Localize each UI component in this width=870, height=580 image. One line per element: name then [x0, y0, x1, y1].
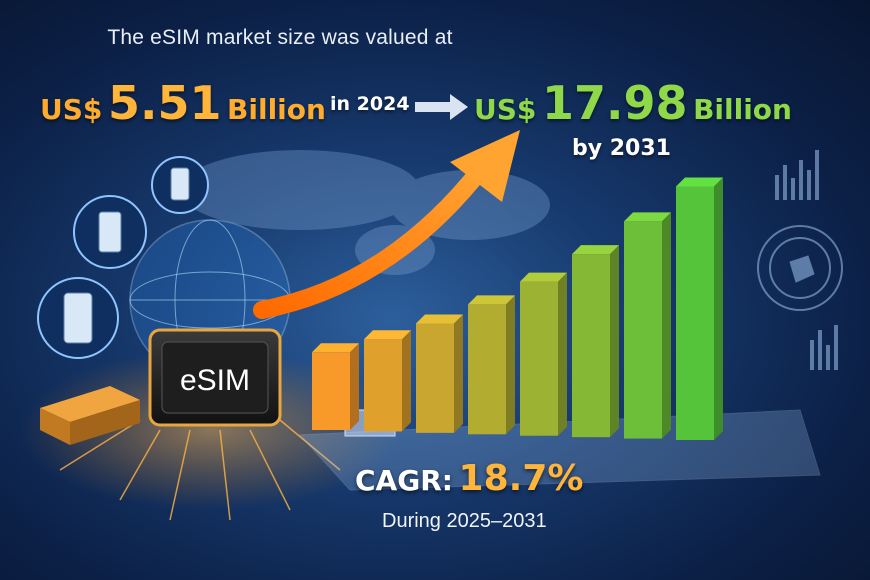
bar-2030	[624, 212, 671, 439]
smartphone-icon	[151, 156, 209, 214]
esim-chip-icon: eSIM	[148, 328, 282, 427]
currency-2031: US$	[474, 93, 537, 126]
bar-front	[364, 339, 402, 432]
bar-side	[402, 330, 411, 432]
bar-top	[624, 212, 671, 222]
bar-2031	[676, 177, 723, 440]
unit-2024: Billion	[227, 93, 326, 126]
bar-front	[312, 352, 350, 430]
bar-top	[312, 343, 359, 353]
bar-front	[520, 281, 558, 436]
bars-group	[312, 177, 723, 440]
bar-side	[610, 245, 619, 438]
esim-chip-label: eSIM	[180, 364, 250, 397]
value-2031: US$ 17.98 Billion	[474, 76, 792, 130]
number-2024: 5.51	[107, 76, 222, 130]
target-icon	[757, 225, 843, 311]
bar-front	[676, 186, 714, 440]
bar-2026	[416, 314, 463, 433]
bar-top	[416, 314, 463, 324]
bar-2027	[468, 295, 515, 435]
arrow-right-icon	[415, 94, 468, 120]
bar-top	[364, 330, 411, 340]
year-2024-text: in 2024	[330, 93, 410, 115]
smartphone-icon	[73, 195, 147, 269]
bar-side	[714, 177, 723, 440]
bar-top	[468, 295, 515, 305]
bar-2024	[312, 343, 359, 430]
bar-top	[572, 245, 619, 255]
cagr-period: During 2025–2031	[382, 510, 547, 532]
sim-card-icon	[40, 386, 140, 445]
headline-intro: The eSIM market size was valued at	[107, 26, 453, 49]
unit-2031: Billion	[693, 93, 792, 126]
bar-chart-icon	[775, 150, 838, 370]
bar-top	[520, 272, 567, 282]
bar-side	[662, 212, 671, 439]
bar-side	[454, 314, 463, 433]
bar-2028	[520, 272, 567, 436]
bar-front	[468, 304, 506, 435]
bar-2025	[364, 330, 411, 432]
cagr-block: CAGR: 18.7%	[355, 458, 583, 499]
bar-top	[676, 177, 723, 187]
cagr-label: CAGR:	[355, 464, 453, 497]
number-2031: 17.98	[541, 76, 688, 130]
currency-2024: US$	[40, 93, 103, 126]
bar-2029	[572, 245, 619, 438]
value-2024: US$ 5.51 Billion	[40, 76, 326, 130]
growth-arrow-icon	[253, 130, 520, 319]
cagr-value: 18.7%	[458, 458, 584, 499]
bar-side	[350, 343, 359, 430]
bar-side	[558, 272, 567, 436]
bar-front	[416, 323, 454, 433]
year-2031-text: by 2031	[572, 136, 671, 161]
bar-front	[624, 221, 662, 439]
bar-front	[572, 254, 610, 438]
bar-side	[506, 295, 515, 435]
smartphone-icon	[37, 277, 119, 359]
